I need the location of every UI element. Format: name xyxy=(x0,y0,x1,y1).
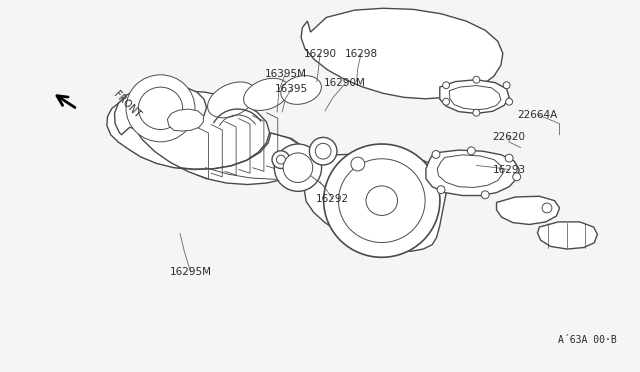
Ellipse shape xyxy=(506,98,513,105)
Text: 22664A: 22664A xyxy=(517,109,557,119)
Ellipse shape xyxy=(276,155,285,164)
Ellipse shape xyxy=(432,151,440,158)
Ellipse shape xyxy=(366,186,397,215)
Ellipse shape xyxy=(503,82,510,89)
Text: 16395M: 16395M xyxy=(264,69,307,79)
Ellipse shape xyxy=(275,144,321,191)
Ellipse shape xyxy=(324,144,440,257)
Polygon shape xyxy=(437,155,503,187)
Polygon shape xyxy=(426,150,519,196)
Polygon shape xyxy=(538,222,597,249)
Ellipse shape xyxy=(513,173,520,181)
Text: 16292: 16292 xyxy=(316,194,349,204)
Polygon shape xyxy=(301,8,503,99)
Text: 16293: 16293 xyxy=(493,164,525,174)
Ellipse shape xyxy=(473,109,480,116)
Polygon shape xyxy=(449,86,501,110)
Ellipse shape xyxy=(443,82,449,89)
Text: FRONT: FRONT xyxy=(112,89,143,120)
Text: A´63A 00·B: A´63A 00·B xyxy=(557,335,616,345)
Ellipse shape xyxy=(443,98,449,105)
Ellipse shape xyxy=(281,76,321,105)
Text: 22620: 22620 xyxy=(493,132,525,141)
Ellipse shape xyxy=(316,143,331,159)
Ellipse shape xyxy=(283,153,313,182)
Ellipse shape xyxy=(126,75,195,142)
Polygon shape xyxy=(304,154,447,251)
Polygon shape xyxy=(115,85,207,135)
Polygon shape xyxy=(115,91,269,169)
Ellipse shape xyxy=(244,78,289,110)
Text: 16298: 16298 xyxy=(344,49,378,59)
Text: 16295M: 16295M xyxy=(170,267,212,277)
Ellipse shape xyxy=(309,137,337,165)
Polygon shape xyxy=(497,196,559,224)
Polygon shape xyxy=(440,80,509,113)
Ellipse shape xyxy=(481,191,489,199)
Ellipse shape xyxy=(505,154,513,162)
Ellipse shape xyxy=(138,87,182,129)
Ellipse shape xyxy=(272,151,290,169)
Ellipse shape xyxy=(339,159,425,243)
Polygon shape xyxy=(168,109,204,131)
Ellipse shape xyxy=(473,76,480,83)
Text: 16290: 16290 xyxy=(303,49,337,59)
Ellipse shape xyxy=(542,203,552,213)
Ellipse shape xyxy=(207,82,256,118)
Text: 16290M: 16290M xyxy=(324,78,366,89)
Polygon shape xyxy=(107,97,306,185)
Ellipse shape xyxy=(351,157,365,171)
Ellipse shape xyxy=(467,147,476,155)
Text: 16395: 16395 xyxy=(275,84,308,94)
Ellipse shape xyxy=(437,186,445,193)
